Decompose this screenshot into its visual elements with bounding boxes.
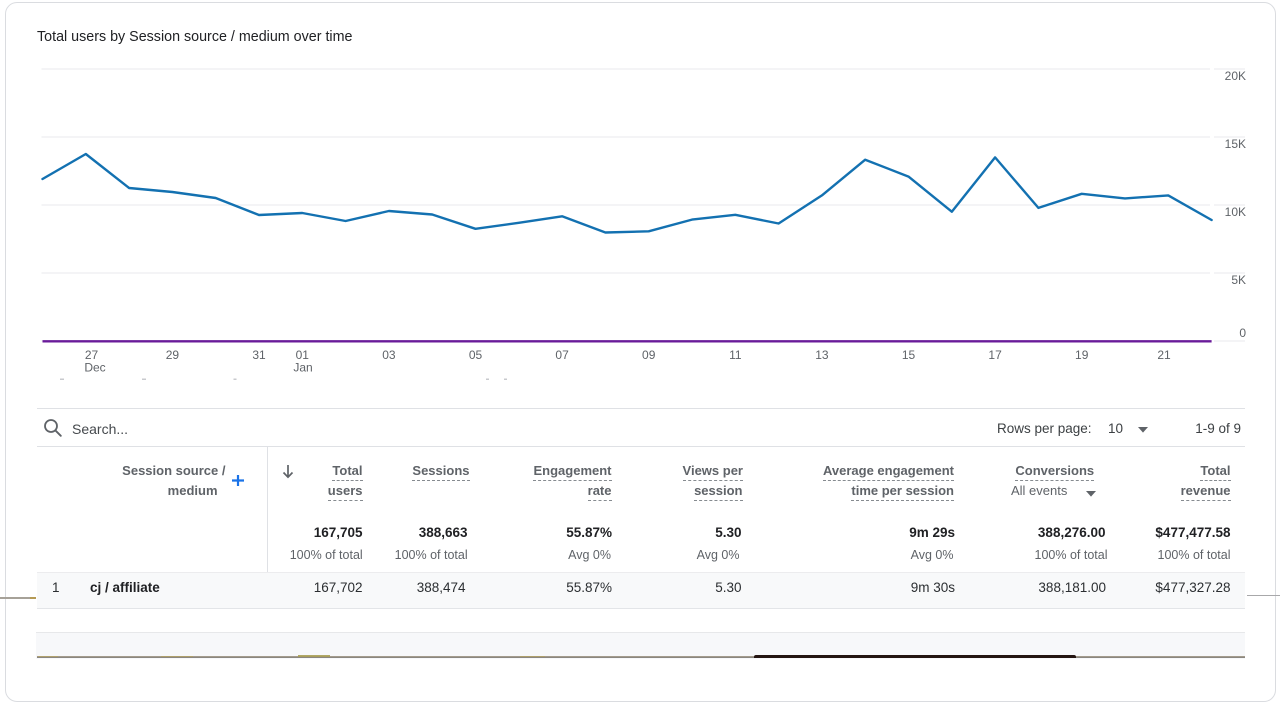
svg-text:19: 19 [1075,348,1089,362]
svg-text:Jan: Jan [293,361,312,375]
svg-text:07: 07 [555,348,569,362]
svg-text:10K: 10K [1225,205,1246,219]
svg-text:21: 21 [1157,348,1171,362]
svg-text:5K: 5K [1231,273,1246,287]
svg-text:0: 0 [1239,326,1246,340]
svg-text:31: 31 [252,348,266,362]
svg-text:11: 11 [729,348,742,362]
svg-text:09: 09 [642,348,656,362]
svg-text:15K: 15K [1225,137,1246,151]
svg-text:29: 29 [166,348,180,362]
svg-text:15: 15 [902,348,916,362]
svg-text:27: 27 [85,348,99,362]
svg-text:05: 05 [469,348,483,362]
svg-text:Dec: Dec [84,361,105,375]
svg-text:01: 01 [296,348,310,362]
svg-text:20K: 20K [1225,69,1246,83]
svg-text:17: 17 [988,348,1002,362]
svg-text:03: 03 [382,348,396,362]
svg-text:13: 13 [815,348,829,362]
